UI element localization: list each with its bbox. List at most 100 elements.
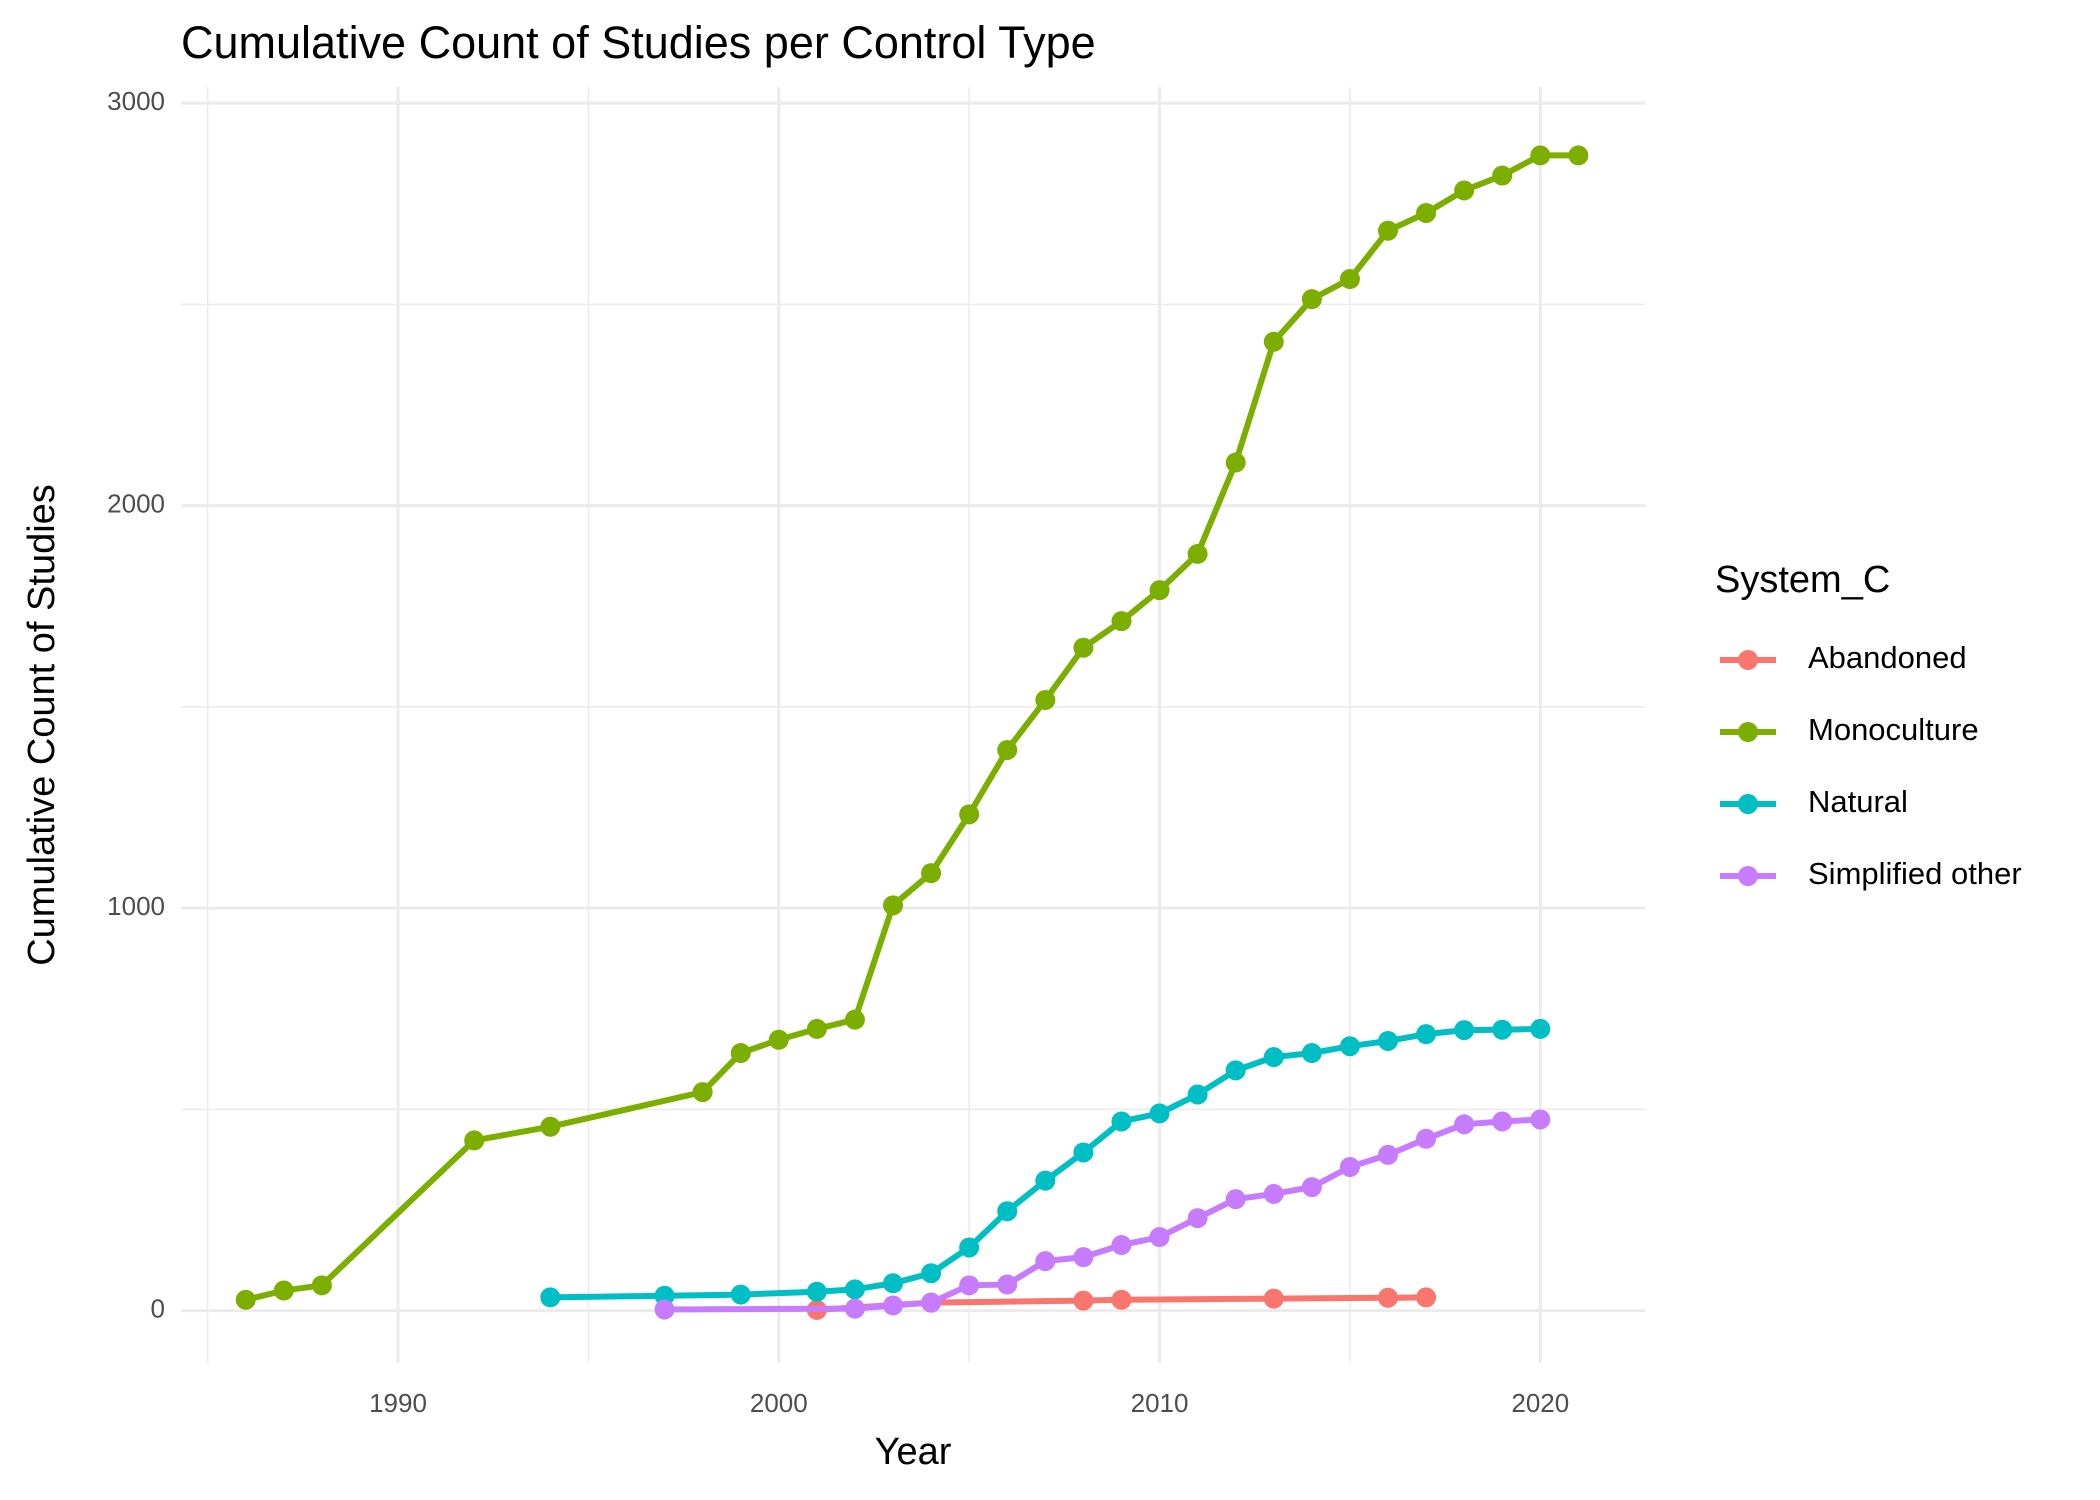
point	[1416, 1287, 1437, 1308]
point	[844, 1279, 865, 1300]
point	[540, 1116, 561, 1137]
y-axis-label: Cumulative Count of Studies	[21, 484, 63, 966]
point	[844, 1009, 865, 1030]
point	[959, 1237, 980, 1258]
legend-label: Simplified other	[1808, 856, 2022, 891]
point	[768, 1029, 789, 1050]
series	[235, 145, 1589, 1310]
point	[1301, 289, 1322, 310]
point	[1568, 145, 1589, 166]
legend-label: Monoculture	[1808, 712, 1979, 747]
point	[1492, 165, 1513, 186]
point	[1187, 543, 1208, 564]
legend-label: Abandoned	[1808, 640, 1967, 675]
point	[1035, 1251, 1056, 1272]
point	[997, 1201, 1018, 1222]
legend-swatch	[1738, 794, 1758, 814]
point	[1492, 1019, 1513, 1040]
point	[654, 1285, 675, 1306]
point	[1377, 1144, 1398, 1165]
point	[1073, 1142, 1094, 1163]
legend-swatch	[1738, 722, 1758, 742]
point	[1416, 202, 1437, 223]
point	[883, 1273, 904, 1294]
point	[1530, 1018, 1551, 1039]
point	[1530, 145, 1551, 166]
point	[1416, 1128, 1437, 1149]
point	[1263, 1288, 1284, 1309]
y-tick-label: 3000	[107, 86, 165, 116]
point	[1339, 1036, 1360, 1057]
point	[1454, 1114, 1475, 1135]
point	[921, 1292, 942, 1313]
point	[692, 1082, 713, 1103]
point	[654, 1299, 675, 1320]
series	[654, 1109, 1551, 1320]
point	[1187, 1208, 1208, 1229]
point	[1301, 1177, 1322, 1198]
y-tick-label: 0	[151, 1294, 165, 1324]
point	[1301, 1043, 1322, 1064]
point	[1035, 690, 1056, 711]
point	[997, 739, 1018, 760]
point	[1035, 1170, 1056, 1191]
line	[664, 1116, 1541, 1313]
point	[844, 1298, 865, 1319]
point	[1073, 1247, 1094, 1268]
point	[806, 1281, 827, 1302]
point	[1263, 331, 1284, 352]
point	[1377, 1287, 1398, 1308]
point	[273, 1280, 294, 1301]
point	[1454, 1020, 1475, 1041]
point	[730, 1284, 751, 1305]
point	[464, 1130, 485, 1151]
point	[1377, 220, 1398, 241]
point	[921, 863, 942, 884]
point	[883, 1295, 904, 1316]
legend-swatch	[1738, 866, 1758, 886]
y-tick-label: 1000	[107, 891, 165, 921]
point	[1111, 611, 1132, 632]
line	[245, 152, 1579, 1303]
x-tick-label: 1990	[369, 1388, 427, 1418]
point	[1263, 1183, 1284, 1204]
point	[921, 1263, 942, 1284]
point	[1187, 1084, 1208, 1105]
point	[540, 1287, 561, 1308]
chart-title: Cumulative Count of Studies per Control …	[181, 17, 1096, 68]
point	[1073, 637, 1094, 658]
point	[1530, 1109, 1551, 1130]
point	[1492, 1111, 1513, 1132]
point	[806, 1018, 827, 1039]
point	[1149, 1227, 1170, 1248]
point	[1339, 1156, 1360, 1177]
point	[235, 1289, 256, 1310]
x-tick-label: 2020	[1511, 1388, 1569, 1418]
point	[1339, 269, 1360, 290]
point	[311, 1275, 332, 1296]
legend-title: System_C	[1715, 559, 1890, 601]
legend-label: Natural	[1808, 784, 1908, 819]
point	[1111, 1289, 1132, 1310]
point	[1225, 1060, 1246, 1081]
point	[959, 804, 980, 825]
point	[1377, 1030, 1398, 1051]
x-tick-label: 2000	[750, 1388, 808, 1418]
point	[1225, 1189, 1246, 1210]
x-tick-label: 2010	[1131, 1388, 1189, 1418]
point	[1149, 1103, 1170, 1124]
point	[1149, 580, 1170, 601]
point	[730, 1043, 751, 1064]
y-tick-label: 2000	[107, 488, 165, 518]
legend-swatch	[1738, 650, 1758, 670]
series	[540, 1018, 1551, 1308]
point	[1111, 1111, 1132, 1132]
point	[997, 1274, 1018, 1295]
x-axis-label: Year	[875, 1431, 952, 1473]
point	[1111, 1235, 1132, 1256]
point	[1454, 180, 1475, 201]
point	[1225, 452, 1246, 473]
point	[1263, 1047, 1284, 1068]
point	[883, 895, 904, 916]
